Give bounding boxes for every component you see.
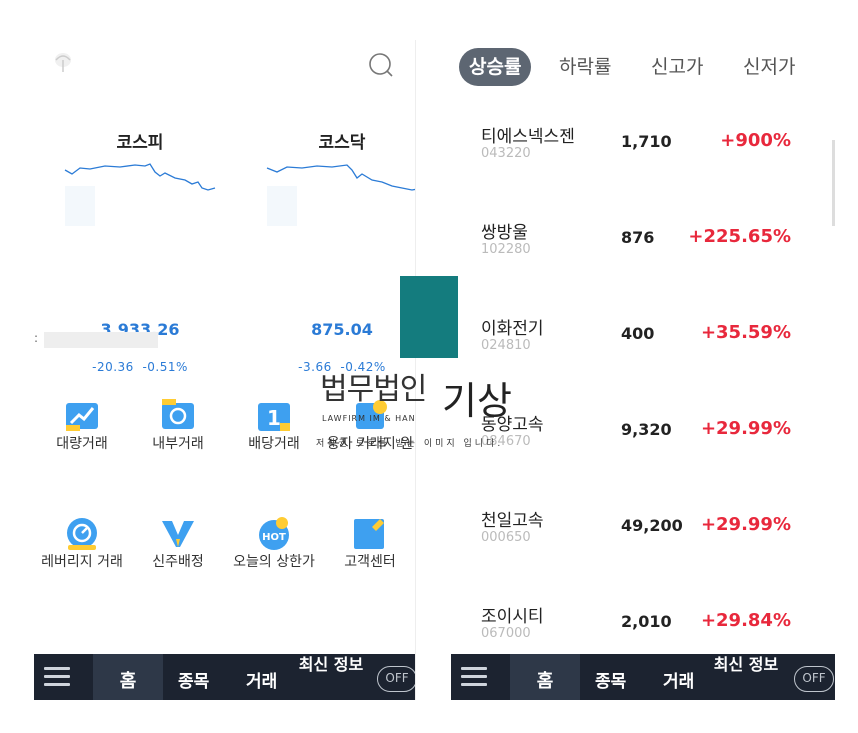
dividend-icon: 1 bbox=[258, 403, 290, 431]
new-share-icon bbox=[162, 521, 194, 547]
bottom-nav: 홈 종목 거래 최신 정보 OFF bbox=[34, 654, 415, 700]
stock-row[interactable]: 조이시티 067000 2,010 +29.84% bbox=[481, 607, 791, 641]
support-icon bbox=[354, 519, 384, 549]
index-card-kospi[interactable]: 코스피 3,933.26 -20.36 -0.51% bbox=[60, 128, 220, 374]
scrollbar[interactable] bbox=[832, 140, 835, 226]
index-card-kosdaq[interactable]: 코스닥 875.04 -3.66 -0.42% bbox=[262, 128, 415, 374]
tab-losers[interactable]: 하락률 bbox=[559, 56, 612, 78]
index-name: 코스닥 bbox=[318, 133, 366, 153]
avatar-icon[interactable] bbox=[54, 52, 72, 74]
menu-button[interactable] bbox=[461, 662, 491, 692]
nav-home[interactable]: 홈 bbox=[93, 654, 163, 700]
menu-item-dividend-trade[interactable]: 1 배당거래 bbox=[226, 395, 322, 452]
tab-gainers[interactable]: 상승률 bbox=[459, 48, 532, 86]
hamburger-icon bbox=[44, 667, 70, 670]
ranking-screen: 상승률 하락률 신고가 신저가 티에스넥스젠 043220 1,710 +900… bbox=[451, 40, 835, 700]
nav-stocks[interactable]: 종목 bbox=[595, 672, 627, 692]
home-screen: 코스피 3,933.26 -20.36 -0.51% 코스닥 875.04 -3… bbox=[34, 40, 416, 700]
ranking-tabs: 상승률 하락률 신고가 신저가 bbox=[451, 40, 835, 90]
stock-row[interactable]: 이화전기 024810 400 +35.59% bbox=[481, 319, 791, 353]
index-name: 코스피 bbox=[116, 133, 164, 153]
nav-stocks[interactable]: 종목 bbox=[178, 672, 210, 692]
hot-icon: HOT bbox=[259, 517, 289, 550]
top-bar bbox=[34, 40, 415, 90]
chart-up-icon bbox=[66, 403, 98, 431]
loan-icon bbox=[356, 400, 387, 429]
svg-text:1: 1 bbox=[267, 406, 281, 430]
stock-row[interactable]: 쌍방울 102280 876 +225.65% bbox=[481, 223, 791, 257]
colon-label: : bbox=[34, 331, 39, 345]
menu-item-bulk-trade[interactable]: 대량거래 bbox=[34, 395, 130, 452]
nav-trade[interactable]: 거래 bbox=[246, 672, 278, 692]
exchange-icon bbox=[162, 399, 194, 429]
kospi-sparkline bbox=[64, 163, 216, 226]
hamburger-icon bbox=[461, 667, 487, 670]
menu-item-new-share[interactable]: 신주배정 bbox=[130, 513, 226, 570]
stock-row[interactable]: 동양고속 084670 9,320 +29.99% bbox=[481, 415, 791, 449]
nav-trade[interactable]: 거래 bbox=[663, 672, 695, 692]
menu-item-customer-center[interactable]: 고객센터 bbox=[322, 513, 415, 570]
bottom-nav: 홈 종목 거래 최신 정보 OFF bbox=[451, 654, 835, 700]
notice-bar[interactable] bbox=[44, 332, 158, 348]
stock-row[interactable]: 티에스넥스젠 043220 1,710 +900% bbox=[481, 127, 791, 161]
index-value: 875.04 bbox=[311, 320, 373, 339]
index-change: -3.66 -0.42% bbox=[298, 360, 386, 374]
menu-item-leverage-trade[interactable]: 레버리지 거래 bbox=[34, 513, 130, 570]
search-icon[interactable] bbox=[368, 52, 394, 78]
menu-item-loan-support[interactable]: 용자 거래지 원 bbox=[322, 395, 415, 452]
nav-latest-info[interactable]: 최신 정보 bbox=[713, 655, 779, 674]
nav-latest-info[interactable]: 최신 정보 bbox=[298, 655, 364, 674]
stock-row[interactable]: 천일고속 000650 49,200 +29.99% bbox=[481, 511, 791, 545]
kosdaq-sparkline bbox=[266, 164, 415, 226]
svg-text:HOT: HOT bbox=[262, 532, 286, 543]
index-change: -20.36 -0.51% bbox=[92, 360, 188, 374]
menu-button[interactable] bbox=[44, 662, 74, 692]
toggle-off[interactable]: OFF bbox=[377, 666, 415, 692]
nav-home[interactable]: 홈 bbox=[510, 654, 580, 700]
toggle-off[interactable]: OFF bbox=[794, 666, 834, 692]
tab-new-low[interactable]: 신저가 bbox=[743, 56, 796, 78]
leverage-icon bbox=[67, 518, 97, 550]
menu-item-internal-trade[interactable]: 내부거래 bbox=[130, 395, 226, 452]
tab-new-high[interactable]: 신고가 bbox=[651, 56, 704, 78]
menu-item-daily-upper-limit[interactable]: HOT 오늘의 상한가 bbox=[226, 513, 322, 570]
